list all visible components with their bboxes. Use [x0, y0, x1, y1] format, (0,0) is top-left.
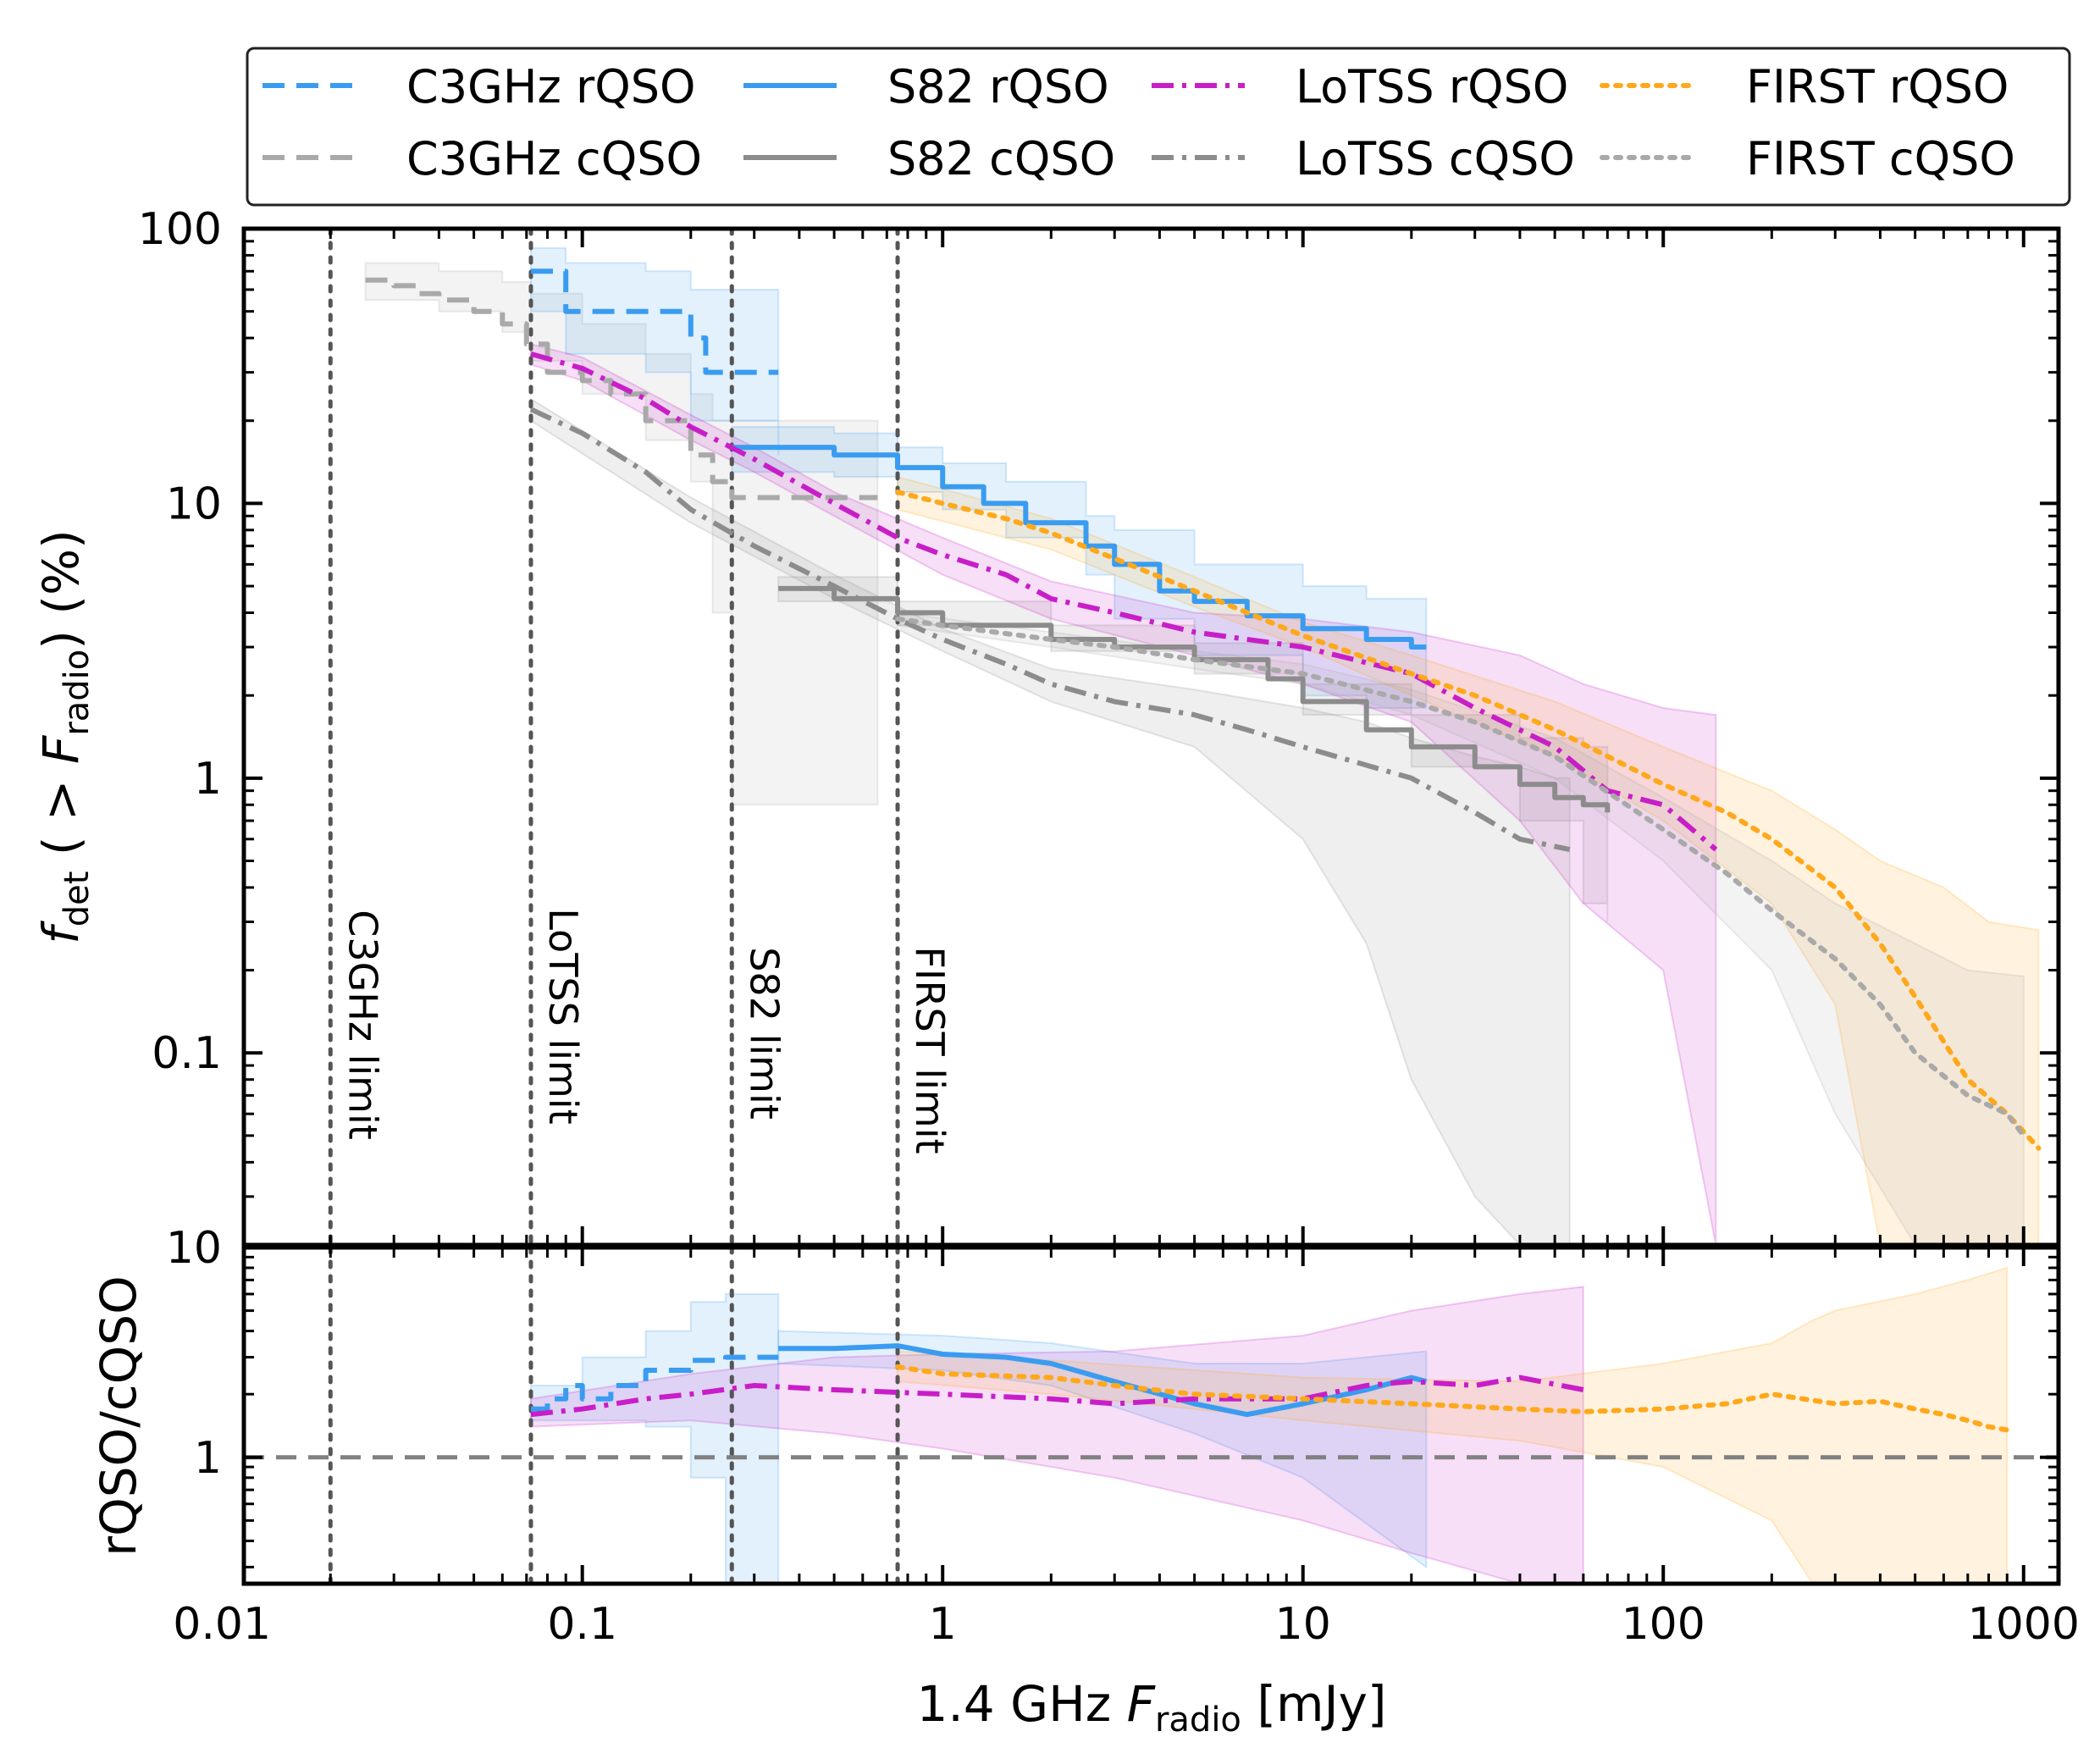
top-fir_r-line	[895, 490, 2042, 1151]
legend-label: FIRST cQSO	[1746, 132, 2015, 185]
legend-item: S82 cQSO	[743, 132, 1115, 185]
y-tick-label-bottom: 1	[194, 1433, 222, 1484]
legend-label: C3GHz cQSO	[406, 132, 702, 185]
y-tick-label-top: 1	[194, 754, 222, 805]
legend-label: S82 rQSO	[887, 60, 1109, 113]
top-fir_r-band	[897, 475, 2040, 1245]
legend-item: S82 rQSO	[743, 60, 1109, 113]
top-lot_c-line	[529, 407, 1571, 853]
legend-item: C3GHz rQSO	[262, 60, 696, 113]
x-tick-label: 10	[1275, 1599, 1331, 1650]
top-c3_c-line	[365, 277, 878, 501]
legend-label: LoTSS cQSO	[1296, 132, 1575, 185]
top-lot_c-band	[530, 397, 1571, 1245]
legend-label: LoTSS rQSO	[1296, 60, 1568, 113]
top-s82_r-line	[732, 445, 1427, 650]
ratio-ratio_lot-line	[530, 1375, 1584, 1418]
x-tick-label: 0.1	[547, 1599, 617, 1650]
ratio-ratio_fir-line	[895, 1364, 2010, 1433]
limit-label: S82 limit	[741, 947, 787, 1120]
y-tick-label-top: 0.1	[152, 1028, 222, 1079]
legend-label: FIRST rQSO	[1746, 60, 2009, 113]
legend-item: LoTSS cQSO	[1152, 132, 1575, 185]
legend-item: FIRST cQSO	[1600, 132, 2015, 185]
ratio-ratio_s82-band	[777, 1330, 1428, 1569]
legend-frame	[246, 47, 2071, 207]
x-axis-label: 1.4 GHz Fradio [mJy]	[916, 1675, 1386, 1740]
ratio-ratio_c3-line	[531, 1354, 779, 1412]
ratio-ratio_s82-line	[778, 1343, 1428, 1418]
top-lot_r-band	[530, 343, 1717, 1245]
legend-item: C3GHz cQSO	[262, 132, 702, 185]
top-c3_c-band	[364, 262, 879, 806]
limit-label: FIRST limit	[907, 946, 953, 1153]
top-c3_r-line	[531, 268, 779, 375]
top-panel-frame	[241, 226, 2061, 1247]
x-tick-label: 100	[1622, 1599, 1705, 1650]
y-tick-label-top: 10	[166, 478, 222, 529]
y-axis-label-top: fdet ( > Fradio) (%)	[32, 529, 97, 943]
y-tick-label-top: 100	[138, 204, 222, 255]
legend-label: S82 cQSO	[887, 132, 1115, 185]
limit-label: LoTSS limit	[540, 908, 586, 1124]
top-c3_r-band	[530, 246, 780, 456]
legend: C3GHz rQSO S82 rQSO LoTSS rQSO FIRST rQSO C3…	[246, 47, 2071, 207]
y-tick-label-bottom: 10	[166, 1223, 222, 1274]
x-tick-label: 1000	[1968, 1599, 2080, 1650]
x-tick-label: 1	[929, 1599, 957, 1650]
y-axis-label-bottom: rQSO/cQSO	[90, 1275, 147, 1557]
legend-item: LoTSS rQSO	[1152, 60, 1568, 113]
legend-label: C3GHz rQSO	[406, 60, 696, 113]
ratio-ratio_c3-band	[530, 1293, 780, 1584]
top-s82_c-line	[778, 585, 1611, 813]
bottom-panel-frame	[241, 1245, 2061, 1586]
x-tick-label: 0.01	[173, 1599, 271, 1650]
legend-item: FIRST rQSO	[1600, 60, 2009, 113]
limit-label: C3GHz limit	[340, 910, 385, 1140]
top-fir_c-line	[895, 616, 2026, 1138]
ratio-ratio_fir-band	[897, 1266, 2009, 1584]
top-lot_r-line	[530, 351, 1718, 852]
